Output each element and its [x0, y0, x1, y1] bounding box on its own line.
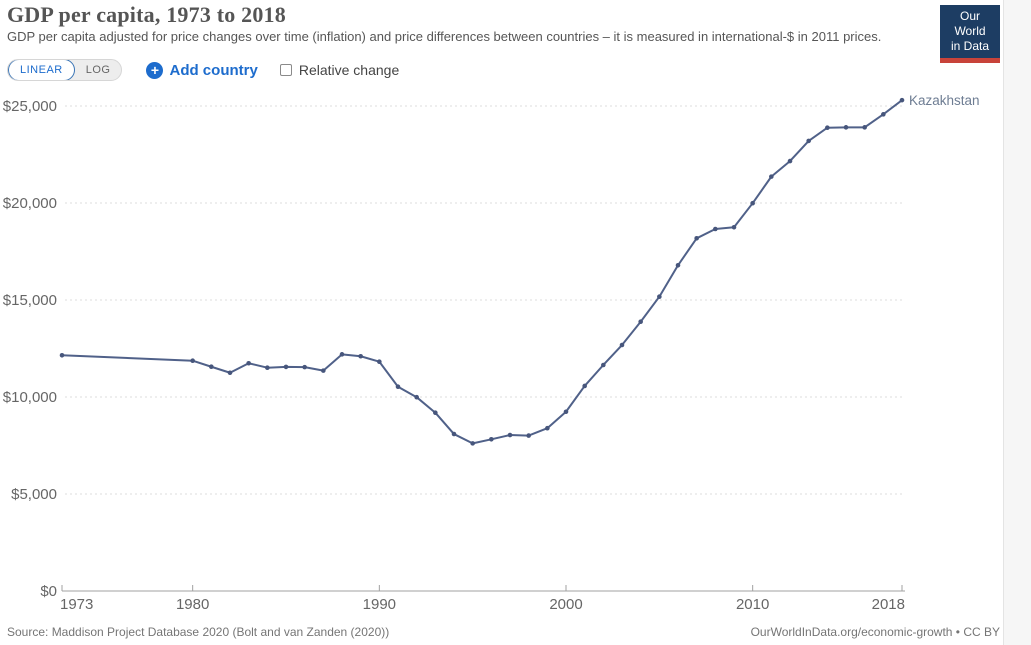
y-tick-label-0: $0 [40, 583, 57, 600]
data-point-1995[interactable] [470, 441, 475, 446]
series-kazakhstan[interactable]: Kazakhstan [59, 93, 980, 446]
data-point-1980[interactable] [190, 358, 195, 364]
page-scrollbar-strip[interactable] [1003, 0, 1031, 645]
data-point-2006[interactable] [675, 262, 681, 268]
data-point-2009[interactable] [731, 224, 737, 230]
owid-logo[interactable]: Our World in Data [940, 5, 1000, 63]
data-point-1989[interactable] [358, 353, 363, 359]
data-point-2012[interactable] [787, 158, 793, 164]
data-point-2015[interactable] [843, 125, 849, 130]
data-point-2010[interactable] [750, 200, 755, 206]
data-point-2014[interactable] [825, 125, 830, 131]
add-country-label: Add country [169, 61, 258, 79]
chart-subtitle: GDP per capita adjusted for price change… [7, 29, 882, 44]
source-note: Source: Maddison Project Database 2020 (… [7, 625, 390, 639]
add-country-button[interactable]: + Add country [146, 61, 258, 79]
data-point-2007[interactable] [694, 236, 699, 241]
data-point-1999[interactable] [545, 425, 550, 431]
plus-circle-icon: + [146, 61, 164, 79]
data-point-1993[interactable] [433, 410, 438, 416]
y-tick-label-15000: $15,000 [3, 292, 57, 309]
x-tick-label-2000: 2000 [549, 596, 582, 613]
y-gridlines [65, 105, 905, 495]
scale-toggle: LINEAR LOG [7, 59, 123, 81]
data-point-2002[interactable] [601, 362, 606, 368]
data-line[interactable] [61, 99, 903, 445]
data-point-1986[interactable] [302, 364, 307, 370]
y-tick-label-25000: $25,000 [3, 98, 57, 115]
relative-change-label: Relative change [298, 62, 400, 78]
y-tick-label-10000: $10,000 [3, 389, 57, 406]
data-point-1996[interactable] [489, 436, 494, 442]
relative-change-control[interactable]: Relative change [279, 62, 400, 78]
data-point-1985[interactable] [283, 364, 289, 370]
x-tick-label-1973: 1973 [60, 596, 93, 613]
data-point-2018[interactable] [899, 97, 905, 103]
data-point-1982[interactable] [227, 370, 233, 376]
relative-change-checkbox[interactable] [279, 64, 292, 76]
y-tick-label-20000: $20,000 [3, 195, 57, 212]
data-point-2011[interactable] [769, 174, 774, 179]
data-point-1983[interactable] [246, 360, 251, 366]
linear-scale-button[interactable]: LINEAR [8, 60, 75, 80]
x-tick-label-1980: 1980 [176, 596, 209, 613]
y-axis-labels: $0 $5,000 $10,000 $15,000 $20,000 $25,000 [3, 98, 57, 600]
owid-logo-line2: in Data [950, 39, 990, 53]
data-point-1990[interactable] [377, 359, 382, 364]
data-point-1988[interactable] [339, 352, 345, 357]
owid-logo-line1: Our World [954, 9, 986, 38]
data-point-2005[interactable] [657, 294, 662, 300]
chart-controls: LINEAR LOG + Add country Relative change [7, 58, 399, 82]
data-point-1973[interactable] [59, 352, 65, 358]
page-title: GDP per capita, 1973 to 2018 [7, 2, 286, 27]
data-point-2001[interactable] [582, 383, 587, 389]
data-point-1994[interactable] [451, 431, 457, 437]
x-tick-label-2018: 2018 [872, 596, 905, 613]
log-scale-button[interactable]: LOG [85, 63, 111, 76]
x-axis [61, 585, 905, 592]
data-point-1991[interactable] [395, 384, 401, 390]
data-point-2016[interactable] [862, 125, 867, 130]
data-point-2003[interactable] [619, 342, 625, 348]
data-point-2013[interactable] [806, 138, 811, 144]
data-point-1981[interactable] [209, 364, 214, 370]
data-point-1997[interactable] [507, 432, 513, 438]
data-point-2004[interactable] [638, 319, 643, 325]
data-point-2000[interactable] [563, 409, 569, 415]
data-point-2017[interactable] [881, 112, 886, 117]
y-tick-label-5000: $5,000 [11, 486, 57, 503]
entity-label[interactable]: Kazakhstan [909, 93, 980, 108]
data-point-2008[interactable] [713, 226, 718, 232]
x-tick-label-1990: 1990 [363, 596, 396, 613]
data-point-1984[interactable] [265, 365, 270, 371]
credit-note: OurWorldInData.org/economic-growth • CC … [750, 625, 1000, 639]
data-point-1987[interactable] [321, 368, 326, 373]
x-axis-labels: 1973 1980 1990 2000 2010 2018 [60, 596, 905, 613]
x-tick-label-2010: 2010 [736, 596, 769, 613]
data-point-1992[interactable] [414, 394, 419, 400]
data-point-1998[interactable] [526, 433, 531, 438]
